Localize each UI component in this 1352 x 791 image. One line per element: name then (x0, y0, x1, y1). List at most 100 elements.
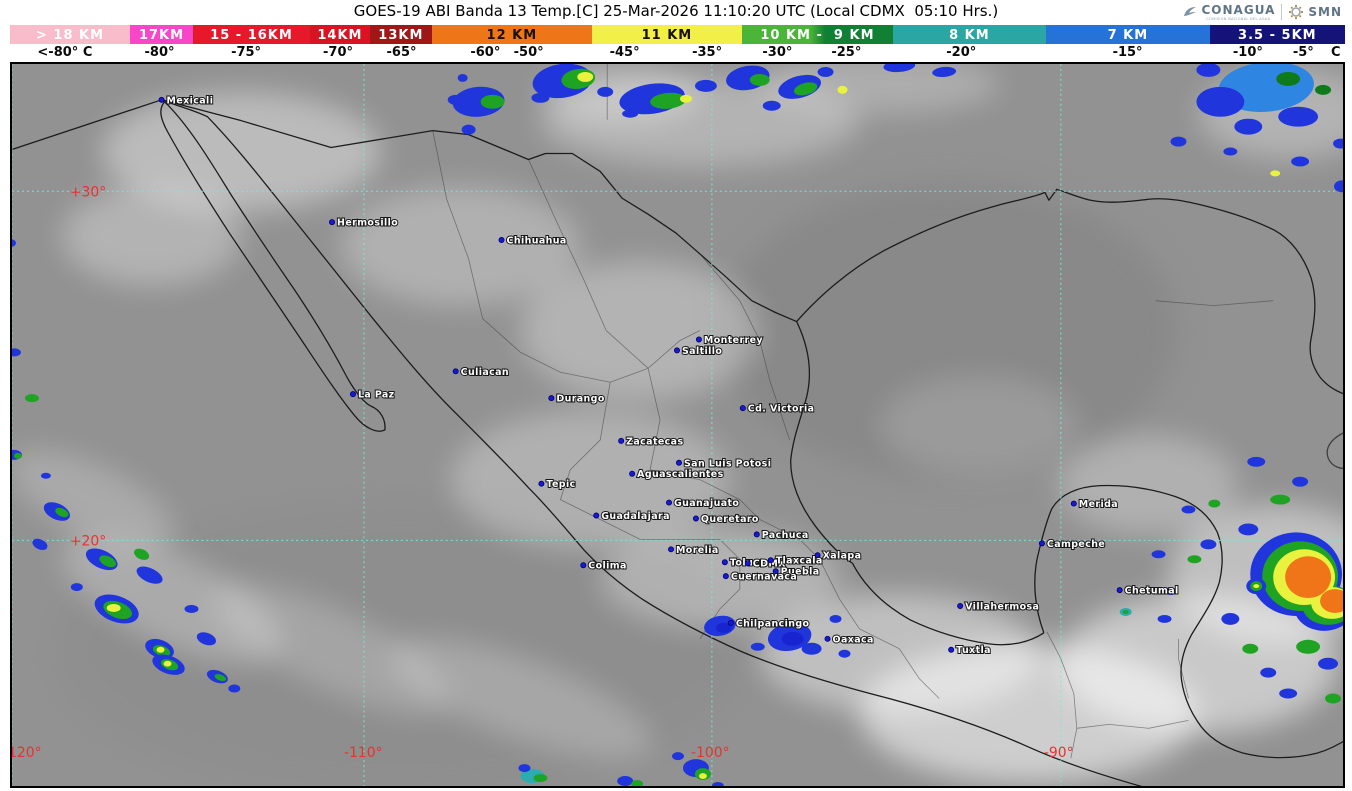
convection-cell-blue (12, 348, 21, 357)
convection-cell-green (1122, 609, 1129, 614)
temp-label: -30° (762, 45, 793, 60)
title-bar: GOES-19 ABI Banda 13 Temp.[C] 25-Mar-202… (0, 0, 1352, 24)
temp-label: -45° (609, 45, 640, 60)
temp-label: -20° (946, 45, 977, 60)
colorbar-segment: 14KM (309, 25, 370, 45)
city-marker: Hermosillo (329, 217, 399, 230)
convection-cell-blue (1196, 64, 1221, 77)
city-marker: CDMX (744, 558, 787, 571)
convection-cell-yellow (1270, 170, 1281, 177)
city-marker: Merida (1070, 498, 1119, 511)
convection-cell-green (1325, 693, 1342, 704)
colorbar-segment: > 18 KM (10, 25, 131, 45)
convection-cell-blue (461, 124, 476, 135)
city-label: Zacatecas (626, 436, 683, 447)
convection-cell-blue (694, 79, 717, 92)
city-marker: Aguascalientes (629, 468, 724, 481)
city-dot (329, 219, 336, 226)
city-markers: Mexicali Hermosillo Chihuahua Culiacan La Pa… (158, 94, 1179, 657)
city-label: San Luis Potosi (684, 458, 771, 469)
convection-cell-blue (447, 94, 464, 105)
city-marker: Tlaxcala (767, 555, 823, 568)
city-dot (1038, 540, 1045, 547)
grid-coordinate-label: +30° (70, 184, 106, 200)
city-dot (1116, 587, 1123, 594)
conagua-logo-text: CONAGUA (1201, 3, 1276, 17)
convection-cell-blue (70, 583, 83, 592)
altitude-colorbar: > 18 KM 17KM 15 - 16KM 14KM 13KM 12 KM 11 KM 10… (10, 25, 1345, 45)
grid-coordinate-label: -100° (691, 745, 730, 761)
convection-cell-blue (817, 66, 834, 77)
convection-cell-yellow (698, 773, 707, 780)
city-label: Colima (588, 561, 627, 572)
city-marker: Villahermosa (957, 600, 1040, 613)
city-marker: Monterrey (695, 334, 764, 347)
city-dot (158, 96, 165, 103)
city-dot (692, 515, 699, 522)
city-marker: San Luis Potosi (676, 457, 772, 470)
convection-cell-blue (1278, 106, 1319, 127)
conagua-logo-subtext: COMISIÓN NACIONAL DEL AGUA (1206, 17, 1271, 21)
convection-cell-blue (1170, 136, 1187, 147)
convection-cell-green (650, 92, 686, 109)
smn-gear-icon (1289, 4, 1304, 20)
city-marker: Oaxaca (824, 633, 874, 646)
city-marker: Cd. Victoria (739, 403, 815, 416)
city-label: Saltillo (682, 346, 722, 357)
city-marker: Saltillo (674, 345, 723, 358)
convection-cell-blue (801, 642, 822, 655)
city-dot (957, 603, 964, 609)
city-dot (676, 459, 682, 466)
city-marker: Culiacan (452, 366, 510, 379)
convection-cell-green (533, 774, 548, 783)
convection-cell-blue (12, 239, 16, 247)
convection-cell-blue (750, 642, 765, 651)
city-label: Puebla (781, 567, 820, 578)
smn-logo-text: SMN (1308, 5, 1342, 19)
city-label: Culiacan (461, 367, 509, 378)
convection-cell-blue (1181, 505, 1196, 514)
city-label: Pachuca (762, 530, 809, 541)
convection-cell-blue (1291, 156, 1310, 167)
colorbar-segment: 13KM (369, 25, 432, 45)
city-label: Durango (556, 394, 605, 405)
temp-label: -25° (831, 45, 862, 60)
convection-cell-green (1270, 494, 1291, 505)
city-dot (349, 391, 356, 398)
convection-cell-orange (1320, 589, 1343, 613)
convection-cell-blue (1200, 539, 1217, 550)
temp-label: <-80° C (37, 45, 93, 60)
convection-cell-blue (1157, 614, 1172, 623)
city-marker: Chihuahua (498, 235, 567, 247)
coastlines (12, 99, 1343, 786)
convection-cell-blue (184, 605, 199, 613)
conagua-wave-icon (1183, 7, 1196, 16)
city-dot (772, 568, 779, 575)
agency-logos: CONAGUA COMISIÓN NACIONAL DEL AGUA SMN (1177, 1, 1346, 23)
lat-lon-gridlines (12, 64, 1343, 786)
logo-separator (1281, 4, 1283, 20)
convection-cell-blue (136, 566, 163, 584)
city-marker: Zacatecas (618, 435, 684, 448)
convection-cell-blue (457, 73, 468, 82)
city-marker: Guadalajara (593, 510, 670, 523)
temp-label: -50° (513, 45, 544, 60)
city-label: Villahermosa (965, 601, 1039, 612)
city-dot (593, 512, 600, 519)
convection-cell-darkgreen (1315, 84, 1332, 95)
convection-cell-yellow (156, 646, 165, 653)
city-dot (548, 395, 555, 402)
temp-label: -65° (386, 45, 417, 60)
grid-coordinate-label: -90° (1044, 745, 1074, 761)
city-label: Guadalajara (601, 511, 670, 522)
convection-cell-green (134, 548, 150, 560)
grid-coordinate-label: -120° (12, 745, 42, 761)
convection-cell-blue (1196, 86, 1245, 117)
convection-cell-darkgreen (1276, 71, 1301, 86)
lat-lon-labels: +30° +20° -120° -110° -100° -90° (12, 184, 1074, 761)
convection-cell-green (793, 82, 818, 96)
convection-cell-green (55, 507, 69, 518)
convection-cell-blue (672, 752, 684, 761)
colorbar-segment: 7 KM (1045, 25, 1210, 45)
city-dot (948, 646, 955, 653)
